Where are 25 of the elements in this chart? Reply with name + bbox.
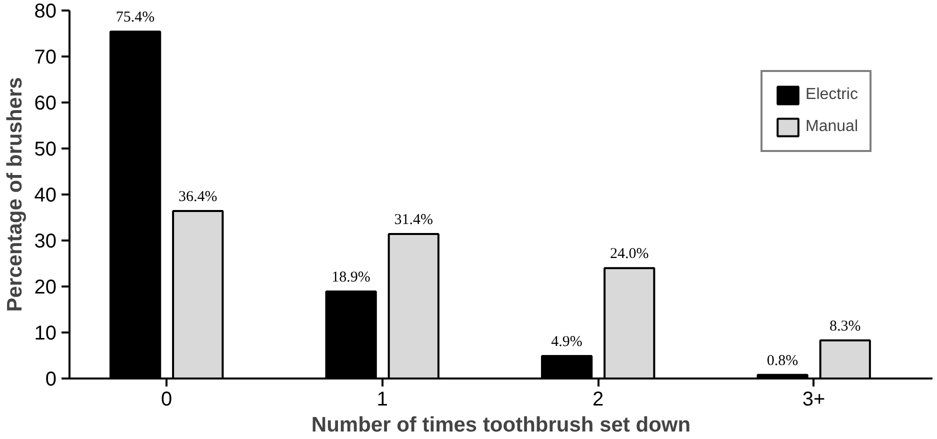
x-axis-title: Number of times toothbrush set down — [311, 414, 691, 436]
y-axis-title: Percentage of brushers — [3, 77, 26, 312]
data-label: 8.3% — [830, 318, 861, 334]
data-label: 36.4% — [178, 189, 218, 206]
data-label: 0.8% — [766, 352, 798, 369]
data-label: 18.9% — [332, 270, 370, 286]
x-tick-label: 2 — [592, 388, 604, 410]
y-tick-label: 40 — [34, 184, 57, 206]
y-tick-label: 20 — [34, 276, 57, 298]
y-tick-label: 80 — [34, 0, 57, 22]
y-tick-label: 70 — [34, 46, 57, 68]
data-label: 24.0% — [610, 246, 649, 262]
y-tick-label: 30 — [34, 230, 57, 252]
y-tick-label: 10 — [34, 322, 57, 344]
legend-label: Manual — [806, 118, 858, 136]
legend-label: Electric — [806, 86, 858, 104]
data-label: 4.9% — [551, 334, 582, 350]
y-tick-label: 0 — [45, 368, 56, 390]
x-tick-label: 3+ — [802, 388, 826, 410]
y-tick-label: 50 — [34, 138, 57, 160]
data-label: 75.4% — [116, 10, 155, 26]
data-label: 31.4% — [394, 212, 433, 228]
x-tick-label: 0 — [161, 388, 172, 410]
y-tick-label: 60 — [34, 92, 57, 114]
x-tick-label: 1 — [376, 388, 388, 410]
